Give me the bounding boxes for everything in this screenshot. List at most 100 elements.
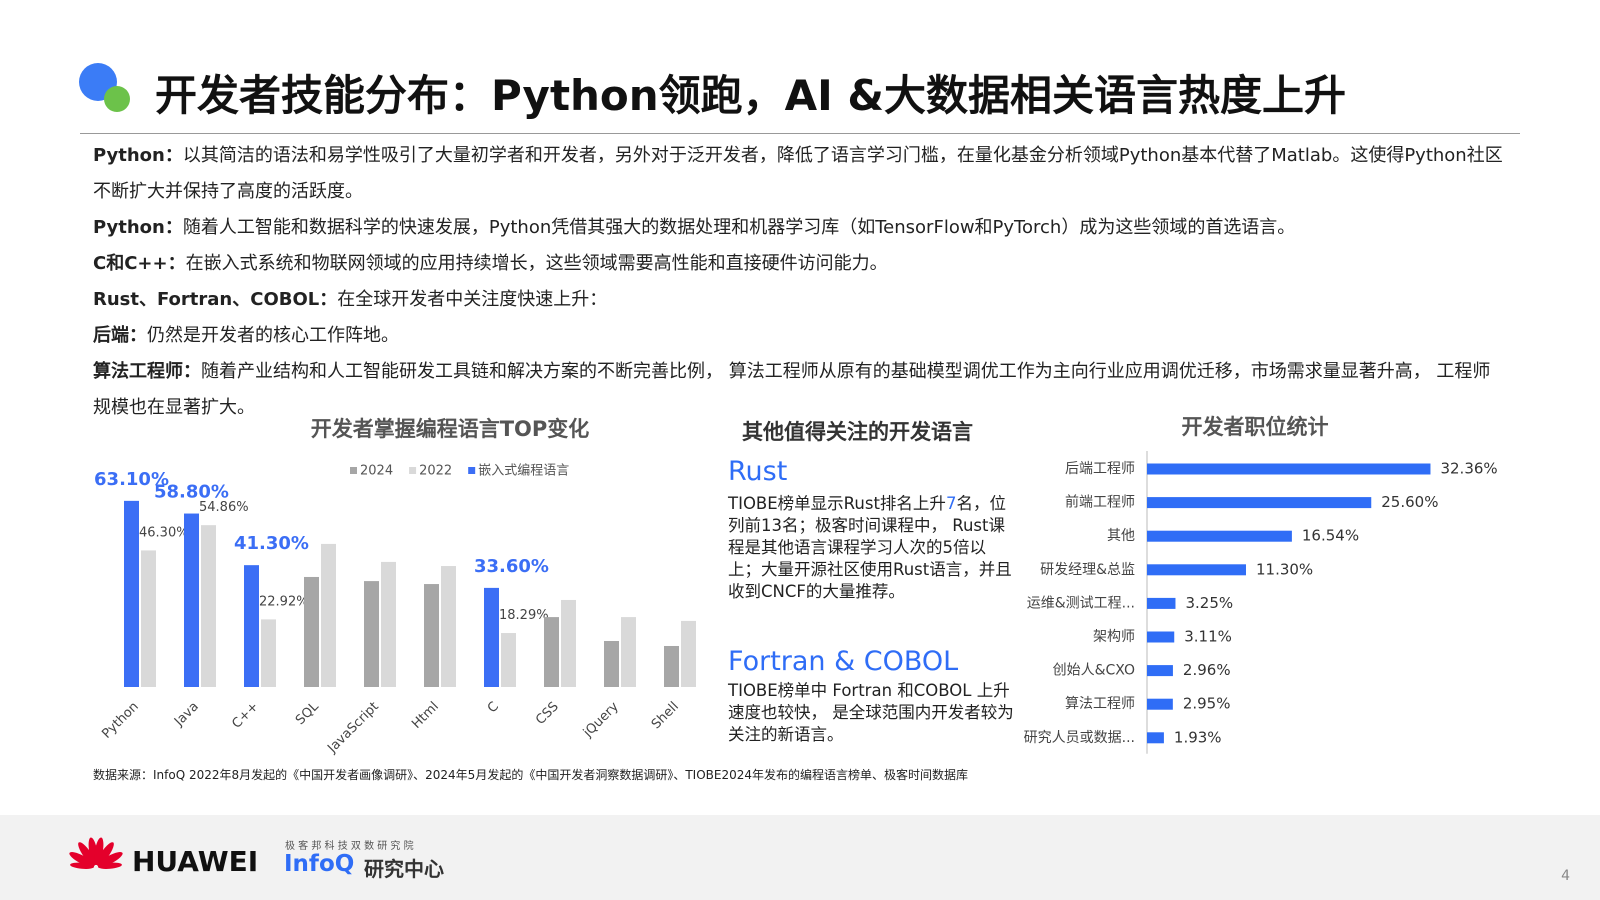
data-label: 3.25% (1185, 594, 1233, 612)
data-label: 16.54% (1302, 527, 1359, 545)
text: 在全球开发者中关注度快速上升： (337, 289, 608, 310)
x-tick-label: C++ (229, 699, 261, 731)
y-tick-label: 创始人&CXO (1053, 663, 1135, 679)
data-label: 11.30% (1256, 560, 1313, 578)
bar (1147, 463, 1431, 475)
lead: Python： (93, 217, 183, 238)
text: 名，位列前13名；极客时间课程中， Rust课程是其他语言课程学习人次的5倍以上… (728, 494, 1012, 601)
bar (441, 566, 456, 687)
bar (184, 513, 199, 687)
chart-title: 开发者掌握编程语言TOP变化 (311, 417, 590, 441)
x-tick-label: Html (409, 699, 442, 732)
bar (261, 619, 276, 687)
x-tick-label: C (485, 699, 502, 716)
bar (141, 550, 156, 687)
data-label: 58.80% (154, 482, 229, 503)
bar (1147, 497, 1372, 509)
bar (1147, 597, 1176, 609)
bar (201, 525, 216, 687)
bar (364, 581, 379, 687)
y-tick-label: 研发经理&总监 (1040, 562, 1135, 578)
text: 以其简洁的语法和易学性吸引了大量初学者和开发者，另外对于泛开发者，降低了语言学习… (93, 145, 1503, 202)
bar (484, 587, 499, 687)
data-label: 54.86% (199, 500, 249, 515)
lead: Python： (93, 145, 183, 166)
x-tick-label: Python (99, 699, 141, 741)
bar (381, 561, 396, 687)
title-bullet (79, 63, 130, 112)
bar (561, 599, 576, 687)
x-tick-label: SQL (293, 699, 322, 728)
chart-title: 开发者职位统计 (1182, 415, 1329, 439)
y-tick-label: 架构师 (1093, 629, 1135, 645)
data-label: 46.30% (139, 525, 189, 540)
data-label: 18.29% (499, 608, 549, 623)
bar (621, 617, 636, 687)
lead: C和C++： (93, 253, 186, 274)
footer: HUAWEI 极 客 邦 科 技 双 数 研 究 院 InfoQ 研究中心 (0, 815, 1600, 900)
legend-label: 2024 (360, 464, 393, 479)
bar (1147, 665, 1173, 677)
lead: 算法工程师： (93, 361, 201, 382)
center: 研究中心 (364, 857, 444, 881)
data-label: 2.95% (1183, 695, 1231, 713)
bar (604, 640, 619, 687)
data-label: 2.96% (1183, 661, 1231, 679)
bar (681, 620, 696, 687)
text: TIOBE榜单显示Rust排名上升 (728, 494, 946, 513)
bar (1147, 698, 1173, 710)
data-label: 22.92% (259, 594, 309, 609)
infoq-logo: InfoQ (284, 851, 355, 877)
brand: HUAWEI (132, 845, 259, 878)
y-tick-label: 前端工程师 (1065, 494, 1135, 511)
text: 仍然是开发者的核心工作阵地。 (147, 325, 399, 346)
y-tick-label: 运维&测试工程... (1027, 595, 1135, 611)
bar (124, 500, 139, 687)
lang-heading: Fortran & COBOL (728, 646, 959, 677)
bar (304, 576, 319, 687)
paragraph: Rust、Fortran、COBOL：在全球开发者中关注度快速上升： (93, 282, 1503, 318)
bar (501, 633, 516, 687)
paragraph: C和C++：在嵌入式系统和物联网领域的应用持续增长，这些领域需要高性能和直接硬件… (93, 246, 1503, 282)
legend-swatch (409, 467, 417, 474)
institute: 极 客 邦 科 技 双 数 研 究 院 (285, 841, 414, 852)
source-note: 数据来源：InfoQ 2022年8月发起的《中国开发者画像调研》、2024年5月… (93, 768, 968, 782)
legend-swatch (350, 467, 357, 474)
paragraph: 算法工程师：随着产业结构和人工智能研发工具链和解决方案的不断完善比例， 算法工程… (93, 354, 1503, 426)
x-tick-label: Shell (649, 699, 682, 732)
page-number: 4 (1561, 868, 1570, 884)
x-tick-label: jQuery (580, 699, 622, 741)
lead: Rust、Fortran、COBOL： (93, 289, 338, 310)
language-chart: 开发者掌握编程语言TOP变化 2024 2022 嵌入式编程语言 Python 63.10… (95, 417, 696, 757)
legend-label: 嵌入式编程语言 (478, 464, 569, 479)
bar (1147, 631, 1175, 643)
data-label: 33.60% (474, 556, 549, 577)
bar (424, 584, 439, 687)
section-title: 其他值得关注的开发语言 (742, 420, 973, 444)
paragraph: Python：随着人工智能和数据科学的快速发展，Python凭借其强大的数据处理… (93, 210, 1503, 246)
y-tick-label: 后端工程师 (1065, 461, 1135, 477)
data-label: 41.30% (234, 533, 309, 554)
bar (321, 543, 336, 687)
y-tick-label: 其他 (1107, 528, 1135, 544)
x-tick-label: JavaScript (324, 699, 381, 756)
text: 随着产业结构和人工智能研发工具链和解决方案的不断完善比例， 算法工程师从原有的基… (93, 361, 1491, 418)
x-tick-label: Java (171, 699, 202, 730)
legend-swatch (468, 467, 476, 474)
bar (244, 565, 259, 687)
highlight: 7 (945, 494, 957, 513)
paragraphs: Python：以其简洁的语法和易学性吸引了大量初学者和开发者，另外对于泛开发者，… (93, 138, 1503, 426)
y-tick-label: 算法工程师 (1065, 696, 1135, 712)
divider (80, 133, 1520, 134)
data-label: 32.36% (1440, 460, 1497, 478)
bar (1147, 564, 1246, 576)
data-label: 63.10% (95, 469, 169, 490)
lang-text: TIOBE榜单中 Fortran 和COBOL 上升速度也较快， 是全球范围内开… (728, 681, 1014, 744)
text: 随着人工智能和数据科学的快速发展，Python凭借其强大的数据处理和机器学习库（… (182, 217, 1296, 238)
bar (1147, 530, 1292, 542)
data-label: 3.11% (1184, 628, 1232, 646)
legend-label: 2022 (419, 464, 452, 479)
x-tick-label: CSS (533, 699, 562, 728)
